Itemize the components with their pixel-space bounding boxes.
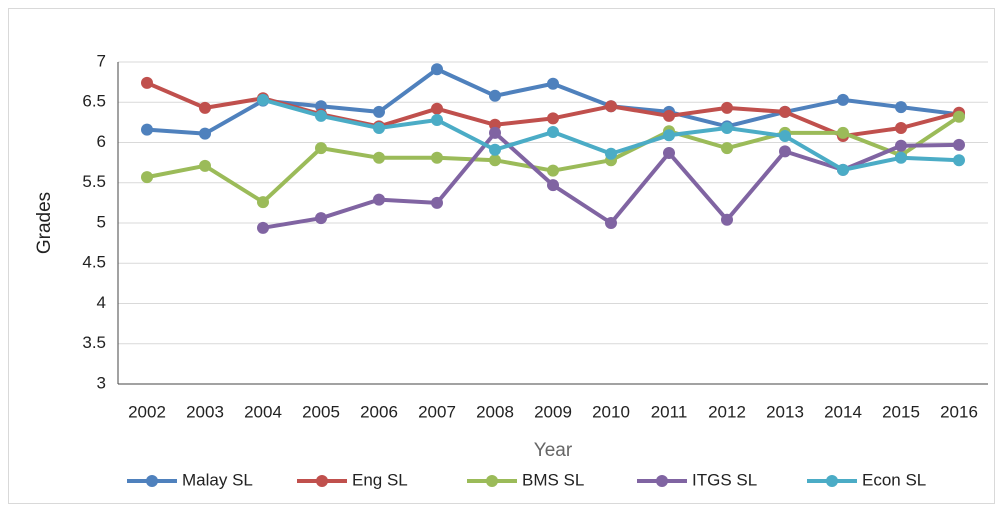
data-point [257,93,269,106]
data-point [315,142,327,155]
y-tick-label: 6 [97,132,106,151]
data-point [721,142,733,155]
data-point [721,101,733,114]
legend-marker [486,475,498,487]
y-tick-label: 3 [97,373,106,392]
data-point [257,196,269,209]
y-tick-label: 4.5 [82,253,106,272]
data-point [547,179,559,192]
chart-frame [8,8,995,504]
data-point [721,122,733,135]
y-tick-label: 4 [97,293,106,312]
data-point [431,196,443,209]
legend-marker [656,475,668,487]
data-point [489,126,501,139]
data-point [199,159,211,172]
legend-marker [316,475,328,487]
legend-label: Malay SL [182,470,253,489]
data-point [953,154,965,167]
y-tick-label: 3.5 [82,333,106,352]
legend-label: BMS SL [522,470,584,489]
data-point [953,110,965,123]
data-point [547,112,559,125]
data-point [895,139,907,152]
data-point [315,109,327,122]
data-point [315,212,327,225]
data-point [373,193,385,206]
data-point [837,163,849,176]
data-point [663,129,675,142]
data-point [489,143,501,156]
legend-marker [826,475,838,487]
data-point [663,109,675,122]
x-tick-label: 2003 [186,402,224,421]
x-tick-label: 2011 [651,402,688,421]
x-tick-label: 2006 [360,402,398,421]
data-point [895,101,907,114]
data-point [431,113,443,126]
y-tick-label: 5 [97,212,106,231]
data-point [141,171,153,184]
legend-marker [146,475,158,487]
data-point [489,89,501,102]
x-tick-label: 2015 [882,402,920,421]
data-point [837,93,849,106]
x-tick-label: 2009 [534,402,572,421]
data-point [431,151,443,164]
data-point [431,63,443,76]
y-tick-label: 6.5 [82,92,106,111]
legend-label: ITGS SL [692,470,757,489]
data-point [953,138,965,151]
x-tick-label: 2004 [244,402,282,421]
data-point [895,151,907,164]
x-tick-label: 2014 [824,402,862,421]
data-point [605,147,617,160]
data-point [373,122,385,135]
data-point [199,127,211,140]
data-point [257,221,269,234]
data-point [547,77,559,90]
data-point [547,126,559,139]
data-point [779,105,791,118]
legend-label: Econ SL [862,470,926,489]
data-point [199,101,211,114]
data-point [779,130,791,143]
y-tick-label: 7 [97,51,106,70]
data-point [721,213,733,226]
x-tick-label: 2016 [940,402,978,421]
x-tick-label: 2010 [592,402,630,421]
x-axis-title: Year [534,440,573,461]
data-point [373,105,385,118]
x-tick-label: 2012 [708,402,746,421]
data-point [373,151,385,164]
x-tick-label: 2013 [766,402,804,421]
x-tick-label: 2008 [476,402,514,421]
data-point [779,145,791,158]
data-point [837,126,849,139]
x-tick-label: 2007 [418,402,456,421]
data-point [547,164,559,177]
data-point [605,217,617,229]
y-tick-label: 5.5 [82,172,106,191]
data-point [141,76,153,89]
x-tick-label: 2002 [128,402,166,421]
data-point [663,146,675,159]
legend-label: Eng SL [352,470,408,489]
data-point [431,102,443,115]
y-axis-title: Grades [34,192,55,254]
x-tick-label: 2005 [302,402,340,421]
data-point [489,154,501,167]
data-point [141,123,153,136]
data-point [605,100,617,113]
data-point [895,122,907,135]
